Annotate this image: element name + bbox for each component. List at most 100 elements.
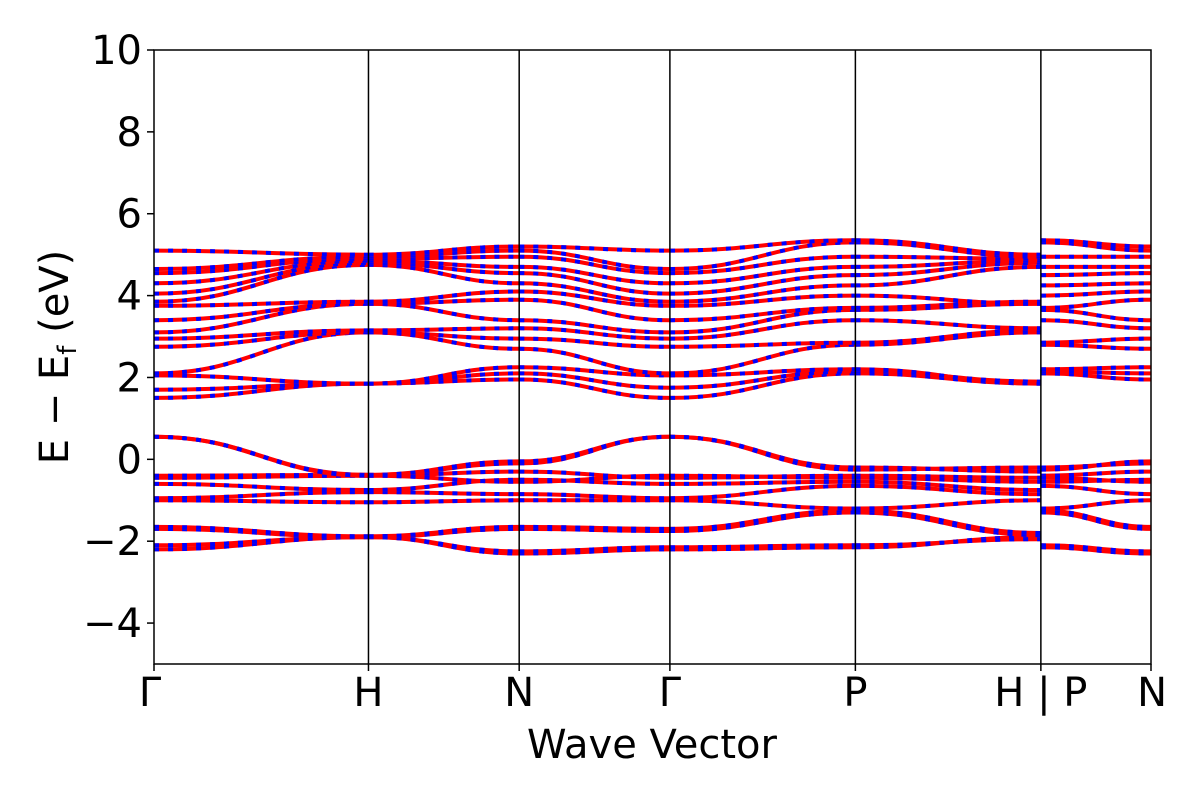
band-down-seg5-b9 (1040, 459, 1152, 472)
band-down-seg4-b19 (855, 293, 1041, 306)
band-down-seg5-b3 (1040, 508, 1152, 529)
band-down-seg3-b19 (669, 293, 856, 308)
band-down-seg2-b16 (519, 326, 670, 341)
band-down-seg2-b11 (519, 377, 670, 400)
band-down-seg5-b24 (1040, 240, 1152, 253)
y-tick-label-1: −2 (83, 519, 142, 565)
band-down-seg5-b7 (1040, 469, 1152, 478)
band-down-seg2-b10 (519, 473, 670, 484)
band-down-seg1-b17 (368, 301, 520, 323)
band-down-seg3-b25 (669, 238, 856, 253)
band-down-seg3-b6 (669, 479, 856, 486)
band-down-seg0-b23 (153, 256, 369, 276)
band-down-seg2-b22 (519, 264, 670, 286)
band-down-seg5-b16 (1040, 318, 1152, 331)
band-up-seg2-b9 (519, 434, 670, 464)
band-down-seg1-b24 (368, 248, 520, 259)
band-down-seg1-b1 (368, 535, 520, 554)
band-down-seg5-b5 (1040, 483, 1152, 497)
band-up-seg4-b2 (855, 510, 1041, 538)
band-down-seg1-b3 (368, 524, 520, 539)
band-up-seg4-b20 (855, 264, 1041, 288)
band-down-seg4-b9 (855, 465, 1041, 472)
band-down-seg1-b9 (368, 459, 520, 477)
band-down-seg0-b21 (153, 260, 369, 296)
y-tick-label-5: 6 (117, 192, 142, 238)
band-down-seg5-b18 (1040, 297, 1152, 310)
band-down-seg2-b13 (519, 365, 670, 378)
band-down-seg3-b18 (669, 305, 856, 323)
band-down-seg1-b16 (368, 326, 520, 333)
band-down-seg2-b23 (519, 254, 670, 276)
band-down-seg2-b3 (519, 524, 670, 531)
y-axis-label-unit: (eV) (32, 250, 78, 346)
band-down-seg2-b0 (519, 547, 670, 556)
band-down-seg1-b25 (368, 244, 520, 257)
band-down-seg4-b6 (855, 479, 1041, 492)
band-down-seg5-b4 (1040, 498, 1152, 511)
band-down-seg4-b21 (855, 260, 1041, 278)
band-up-seg3-b14 (669, 342, 856, 376)
band-down-seg1-b14 (368, 330, 520, 351)
band-down-seg5-b19 (1040, 289, 1152, 298)
band-down-seg0-b16 (153, 328, 369, 341)
band-down-seg1-b21 (368, 260, 520, 276)
band-down-seg0-b5 (153, 490, 369, 501)
band-down-seg3-b4 (669, 498, 856, 511)
band-down-seg5-b14 (1040, 342, 1152, 351)
band-up-seg3-b23 (669, 254, 856, 276)
band-down-seg1-b4 (368, 498, 520, 505)
band-down-seg0-b18 (153, 301, 369, 323)
band-down-seg0-b20 (153, 262, 369, 304)
band-up-seg3-b21 (669, 273, 856, 296)
band-down-seg4-b5 (855, 483, 1041, 497)
band-down-seg2-b1 (519, 545, 670, 554)
band-down-seg1-b19 (368, 289, 520, 304)
band-down-seg5-b1 (1040, 543, 1152, 554)
band-down-seg0-b25 (153, 248, 369, 257)
band-down-seg5-b21 (1040, 271, 1152, 278)
band-down-seg4-b8 (855, 465, 1041, 474)
y-tick-label-4: 4 (117, 274, 142, 320)
x-tick-label-1: H (353, 670, 383, 716)
band-down-seg2-b17 (519, 318, 670, 335)
band-down-seg2-b24 (519, 248, 670, 271)
band-down-seg2-b25 (519, 244, 670, 253)
band-down-seg5-b10 (1040, 475, 1152, 484)
band-down-seg2-b15 (519, 336, 670, 349)
x-ticks-layer: Γ H N Γ P H | P N (139, 664, 1167, 716)
band-up-seg2-b14 (519, 346, 670, 376)
band-down-seg0-b4 (153, 498, 369, 505)
x-tick-label-2: N (504, 670, 534, 716)
band-down-seg1-b22 (368, 258, 520, 269)
band-up-seg3-b17 (669, 307, 856, 335)
band-down-seg0-b6 (153, 481, 369, 492)
band-down-seg2-b12 (519, 371, 670, 390)
band-down-seg5-b11 (1040, 371, 1152, 382)
band-down-seg4-b1 (855, 537, 1041, 548)
y-ticks-layer: −4 −2 0 2 4 6 8 10 (83, 28, 154, 647)
band-down-seg4-b22 (855, 258, 1041, 269)
band-down-seg0-b10 (153, 434, 369, 478)
band-down-seg3-b15 (669, 340, 856, 349)
band-down-seg5-b2 (1040, 510, 1152, 531)
band-down-seg3-b1 (669, 543, 856, 550)
band-up-seg3-b16 (669, 318, 856, 341)
y-axis-label: E − Ef (eV) (32, 250, 83, 465)
band-up-seg3-b3 (669, 508, 856, 531)
y-axis-label-subscript: f (53, 345, 83, 355)
band-down-seg5-b15 (1040, 336, 1152, 345)
band-down-seg0-b15 (153, 330, 369, 349)
band-up-seg3-b12 (669, 369, 856, 390)
band-down-seg1-b23 (368, 254, 520, 261)
y-axis-label-main: E − E (32, 355, 78, 465)
band-up-seg3-b22 (669, 264, 856, 286)
band-down-seg1-b15 (368, 330, 520, 341)
band-down-seg4-b16 (855, 318, 1041, 331)
band-up-seg4-b25 (855, 238, 1041, 257)
band-down-seg1-b11 (368, 377, 520, 386)
band-up-seg3-b11 (669, 371, 856, 400)
band-up-seg4-b13 (855, 367, 1041, 386)
band-down-seg1-b18 (368, 297, 520, 306)
band-down-seg2-b5 (519, 492, 670, 501)
